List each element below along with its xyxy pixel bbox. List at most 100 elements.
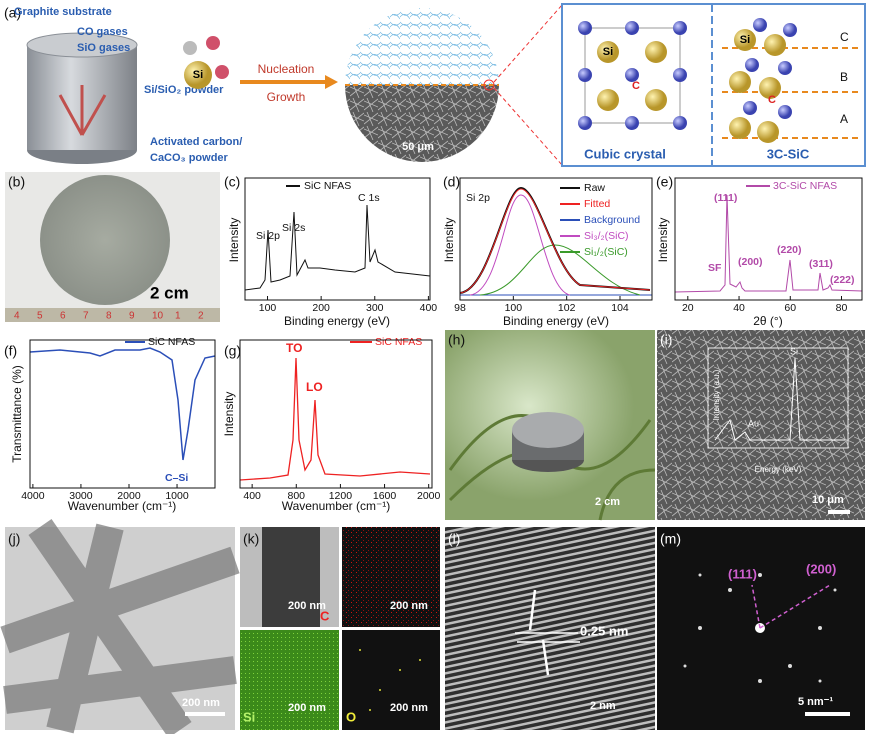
x-tick-label: 300 [366, 302, 384, 314]
panel-label: (c) [224, 174, 240, 190]
scale-bar: 200 nm [390, 600, 428, 612]
si-map [240, 630, 339, 730]
scale-bar: 200 nm [288, 702, 326, 714]
panel-label: (i) [660, 332, 672, 348]
cubic-crystal [578, 21, 687, 130]
panel-label: (d) [443, 174, 460, 190]
text: CO gases [77, 26, 128, 38]
text: CaCO₃ powder [150, 152, 229, 164]
zoom [483, 79, 495, 91]
scale-bar: 200 nm [390, 702, 428, 714]
zoom-lines [493, 4, 563, 166]
gas-arrows [58, 85, 107, 136]
nanowire-mesh [345, 8, 499, 85]
scale-bar: 200 nm [182, 697, 220, 709]
arrow-head [325, 75, 338, 89]
x-tick-label: 4000 [21, 490, 45, 502]
peak-label: Si 2p [256, 230, 280, 242]
sic-layers [722, 18, 860, 143]
ruler-labels: 4 5 6 7 8 9 10 1 2 [14, 311, 204, 322]
panel-label: (e) [656, 174, 673, 190]
fitted-curve [459, 188, 651, 294]
plot-frame [29, 339, 216, 489]
element: O [346, 709, 356, 724]
x-tick-label: 2000 [117, 490, 141, 502]
scale-bar: 200 nm [288, 600, 326, 612]
peak-label: LO [306, 380, 323, 394]
x-tick-label: 104 [611, 302, 629, 314]
scale-line [805, 712, 850, 716]
vectors [751, 584, 831, 629]
xrd-curve [674, 194, 863, 293]
sem-image [345, 85, 499, 162]
o-map [342, 630, 440, 730]
peak-label: Si 2s [282, 222, 305, 234]
peak-label: C 1s [358, 192, 380, 204]
x-tick-label: 1000 [165, 490, 189, 502]
text: Au [748, 418, 759, 428]
xps-curve [244, 204, 431, 291]
y-label: Intensity [656, 218, 670, 263]
ruler [5, 308, 220, 322]
plot-frame [674, 177, 863, 301]
x-tick-label: 40 [733, 302, 745, 314]
text: Si [193, 69, 203, 81]
text: C [768, 94, 776, 106]
scale-bar: 2 cm [595, 496, 620, 508]
raman-curve [239, 357, 431, 481]
text: Si [740, 34, 750, 46]
text: Si/SiO₂ powder [144, 84, 224, 96]
scale-line [185, 712, 225, 716]
x-label: Wavenumber (cm⁻¹) [282, 499, 391, 513]
ruler-label: 5 [37, 311, 43, 322]
x-tick-label: 200 [312, 302, 330, 314]
legend-entry: Background [584, 214, 640, 226]
co-molecule [206, 36, 220, 50]
panel-label: (b) [8, 174, 25, 190]
legend-entry: Fitted [584, 198, 610, 210]
x-tick-label: 20 [682, 302, 694, 314]
x-tick-label: 1200 [329, 490, 353, 502]
sample-top [512, 412, 584, 448]
y-label: Transmittance (%) [10, 365, 24, 463]
x-label: 2θ (°) [753, 314, 782, 328]
y-label: Intensity [227, 218, 241, 263]
ruler-label: 7 [83, 311, 89, 322]
plot-frame [244, 177, 431, 301]
caption: 3C-SiC [767, 146, 810, 161]
scale: 2 cm [150, 283, 189, 302]
text: C [840, 30, 849, 44]
o-dots [359, 649, 421, 711]
diffraction-spots [683, 573, 837, 683]
peak-label: TO [286, 341, 302, 355]
ruler-label: 9 [129, 311, 135, 322]
hrtem-image [445, 527, 655, 730]
plane-label: (200) [806, 561, 836, 576]
peak-label: (220) [777, 244, 802, 256]
x-label: Wavenumber (cm⁻¹) [68, 499, 177, 513]
x-tick-label: 3000 [69, 490, 93, 502]
y-label: Intensity [222, 392, 236, 437]
panel-label: (h) [448, 332, 465, 348]
inset-y-label: Intensity (a.u.) [712, 369, 721, 420]
text: Si [603, 46, 613, 58]
x-tick-label: 98 [454, 302, 466, 314]
text: A [840, 112, 848, 126]
inset-x-label: Energy (keV) [755, 465, 802, 474]
si32-curve [469, 194, 571, 296]
x-label: Binding energy (eV) [503, 314, 609, 328]
text: Graphite substrate [14, 6, 112, 18]
legend: 3C-SiC NFAS [773, 180, 837, 192]
si12-curve [479, 244, 641, 296]
plane-label: (111) [728, 566, 757, 581]
o-atom [215, 65, 229, 79]
x-tick-label: 102 [558, 302, 576, 314]
panel-label: (k) [243, 531, 259, 547]
x-tick-label: 1600 [373, 490, 397, 502]
peak-label: (200) [738, 256, 763, 268]
x-tick-label: 400 [243, 490, 261, 502]
eds-curve [714, 357, 845, 441]
sample-disk [40, 175, 170, 305]
text: Growth [267, 90, 306, 104]
